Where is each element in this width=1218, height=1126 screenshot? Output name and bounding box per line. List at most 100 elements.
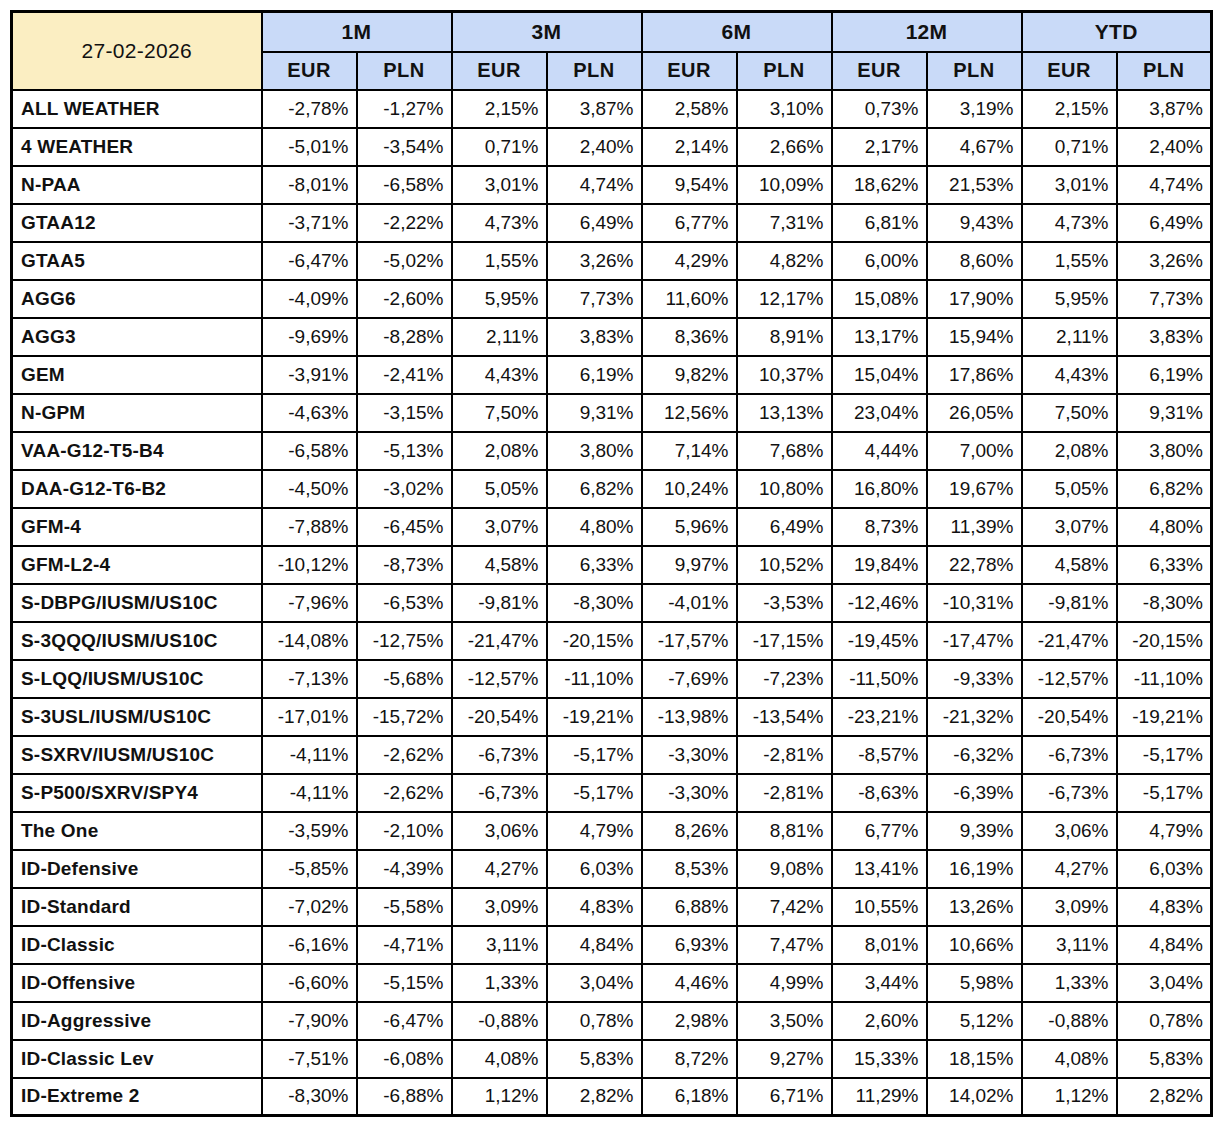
value-cell-6m-pln: -7,23%	[737, 660, 832, 698]
value-cell-3m-eur: 4,58%	[452, 546, 547, 584]
value-cell-12m-eur: 16,80%	[832, 470, 927, 508]
value-cell-3m-eur: -0,88%	[452, 1002, 547, 1040]
value-cell-3m-pln: 4,84%	[547, 926, 642, 964]
table-row-s-dbpg-iusm-us10c: S-DBPG/IUSM/US10C-7,96%-6,53%-9,81%-8,30…	[12, 584, 1212, 622]
value-cell-1m-pln: -3,15%	[357, 394, 452, 432]
value-cell-12m-eur: 8,73%	[832, 508, 927, 546]
value-cell-ytd-eur: 2,08%	[1022, 432, 1117, 470]
value-cell-ytd-eur: 2,11%	[1022, 318, 1117, 356]
currency-header-6m-pln: PLN	[737, 52, 832, 90]
value-cell-ytd-eur: 4,27%	[1022, 850, 1117, 888]
row-label: VAA-G12-T5-B4	[12, 432, 262, 470]
table-row-s-p500-sxrv-spy4: S-P500/SXRV/SPY4-4,11%-2,62%-6,73%-5,17%…	[12, 774, 1212, 812]
value-cell-12m-pln: 8,60%	[927, 242, 1022, 280]
value-cell-ytd-eur: 2,15%	[1022, 90, 1117, 128]
table-row-id-aggressive: ID-Aggressive-7,90%-6,47%-0,88%0,78%2,98…	[12, 1002, 1212, 1040]
value-cell-1m-eur: -7,02%	[262, 888, 357, 926]
value-cell-1m-eur: -7,88%	[262, 508, 357, 546]
value-cell-12m-pln: -17,47%	[927, 622, 1022, 660]
row-label: S-DBPG/IUSM/US10C	[12, 584, 262, 622]
value-cell-1m-eur: -4,11%	[262, 736, 357, 774]
value-cell-1m-eur: -4,11%	[262, 774, 357, 812]
value-cell-12m-eur: -8,63%	[832, 774, 927, 812]
value-cell-ytd-pln: 7,73%	[1117, 280, 1212, 318]
value-cell-1m-pln: -6,53%	[357, 584, 452, 622]
value-cell-ytd-eur: -20,54%	[1022, 698, 1117, 736]
value-cell-ytd-pln: 4,74%	[1117, 166, 1212, 204]
value-cell-12m-pln: -6,39%	[927, 774, 1022, 812]
value-cell-6m-eur: 9,54%	[642, 166, 737, 204]
value-cell-6m-pln: 3,50%	[737, 1002, 832, 1040]
value-cell-ytd-pln: 4,84%	[1117, 926, 1212, 964]
value-cell-1m-eur: -10,12%	[262, 546, 357, 584]
value-cell-3m-pln: 2,40%	[547, 128, 642, 166]
returns-report-page: 27-02-2026 1M3M6M12MYTD EURPLNEURPLNEURP…	[0, 0, 1218, 1126]
currency-header-3m-pln: PLN	[547, 52, 642, 90]
value-cell-ytd-eur: 4,43%	[1022, 356, 1117, 394]
value-cell-12m-eur: 13,41%	[832, 850, 927, 888]
row-label: N-GPM	[12, 394, 262, 432]
value-cell-12m-pln: 17,86%	[927, 356, 1022, 394]
row-label: ID-Offensive	[12, 964, 262, 1002]
value-cell-6m-pln: 10,52%	[737, 546, 832, 584]
row-label: DAA-G12-T6-B2	[12, 470, 262, 508]
value-cell-ytd-pln: 6,33%	[1117, 546, 1212, 584]
value-cell-ytd-eur: 4,08%	[1022, 1040, 1117, 1078]
value-cell-6m-eur: 5,96%	[642, 508, 737, 546]
value-cell-1m-eur: -7,96%	[262, 584, 357, 622]
value-cell-ytd-pln: -8,30%	[1117, 584, 1212, 622]
value-cell-1m-pln: -5,13%	[357, 432, 452, 470]
value-cell-6m-pln: 9,27%	[737, 1040, 832, 1078]
row-label: GTAA12	[12, 204, 262, 242]
currency-header-ytd-pln: PLN	[1117, 52, 1212, 90]
value-cell-1m-eur: -3,91%	[262, 356, 357, 394]
value-cell-12m-eur: 15,08%	[832, 280, 927, 318]
value-cell-6m-eur: 4,29%	[642, 242, 737, 280]
value-cell-12m-eur: 2,60%	[832, 1002, 927, 1040]
value-cell-6m-pln: -2,81%	[737, 736, 832, 774]
value-cell-12m-pln: 22,78%	[927, 546, 1022, 584]
value-cell-6m-pln: 10,37%	[737, 356, 832, 394]
value-cell-3m-eur: 2,08%	[452, 432, 547, 470]
value-cell-12m-pln: 5,12%	[927, 1002, 1022, 1040]
row-label: The One	[12, 812, 262, 850]
value-cell-1m-pln: -6,58%	[357, 166, 452, 204]
value-cell-3m-eur: -6,73%	[452, 774, 547, 812]
value-cell-12m-eur: 0,73%	[832, 90, 927, 128]
value-cell-6m-pln: 7,47%	[737, 926, 832, 964]
value-cell-3m-eur: 7,50%	[452, 394, 547, 432]
value-cell-12m-pln: -6,32%	[927, 736, 1022, 774]
value-cell-1m-eur: -4,50%	[262, 470, 357, 508]
value-cell-6m-pln: 4,82%	[737, 242, 832, 280]
value-cell-ytd-pln: 5,83%	[1117, 1040, 1212, 1078]
value-cell-12m-pln: 11,39%	[927, 508, 1022, 546]
value-cell-6m-pln: 6,49%	[737, 508, 832, 546]
value-cell-1m-eur: -17,01%	[262, 698, 357, 736]
value-cell-1m-pln: -5,15%	[357, 964, 452, 1002]
value-cell-3m-eur: 5,05%	[452, 470, 547, 508]
currency-header-12m-pln: PLN	[927, 52, 1022, 90]
value-cell-6m-eur: -4,01%	[642, 584, 737, 622]
value-cell-ytd-eur: 1,55%	[1022, 242, 1117, 280]
value-cell-6m-pln: 10,09%	[737, 166, 832, 204]
row-label: S-P500/SXRV/SPY4	[12, 774, 262, 812]
value-cell-12m-pln: 26,05%	[927, 394, 1022, 432]
value-cell-ytd-pln: -5,17%	[1117, 736, 1212, 774]
currency-header-3m-eur: EUR	[452, 52, 547, 90]
value-cell-12m-pln: -9,33%	[927, 660, 1022, 698]
table-row-id-standard: ID-Standard-7,02%-5,58%3,09%4,83%6,88%7,…	[12, 888, 1212, 926]
period-header-12m: 12M	[832, 12, 1022, 52]
value-cell-1m-eur: -4,09%	[262, 280, 357, 318]
value-cell-ytd-pln: 4,79%	[1117, 812, 1212, 850]
value-cell-12m-pln: 10,66%	[927, 926, 1022, 964]
currency-header-12m-eur: EUR	[832, 52, 927, 90]
value-cell-1m-eur: -3,71%	[262, 204, 357, 242]
value-cell-1m-pln: -2,41%	[357, 356, 452, 394]
value-cell-6m-eur: 10,24%	[642, 470, 737, 508]
value-cell-6m-eur: 2,14%	[642, 128, 737, 166]
value-cell-ytd-pln: 3,80%	[1117, 432, 1212, 470]
table-row-s-3qqq-iusm-us10c: S-3QQQ/IUSM/US10C-14,08%-12,75%-21,47%-2…	[12, 622, 1212, 660]
row-label: ID-Defensive	[12, 850, 262, 888]
value-cell-12m-eur: 11,29%	[832, 1078, 927, 1116]
value-cell-6m-pln: 3,10%	[737, 90, 832, 128]
